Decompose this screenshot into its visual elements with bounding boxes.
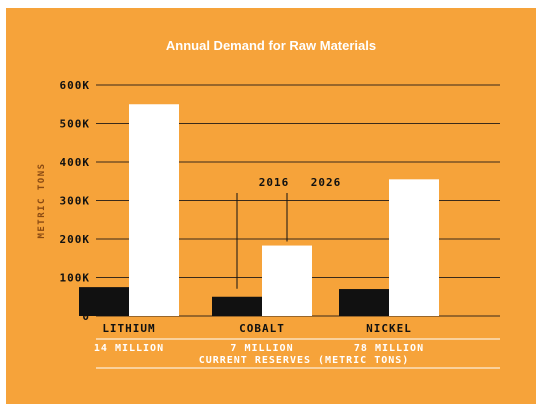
- chart-title: Annual Demand for Raw Materials: [166, 38, 376, 53]
- y-tick-label: 600K: [60, 79, 91, 92]
- series-label-2026: 2026: [311, 176, 342, 189]
- bar-lithium-2026: [129, 104, 179, 316]
- y-tick-label: 300K: [60, 195, 91, 208]
- series-annotations: 2016 2026: [236, 176, 342, 289]
- y-tick-label: 100K: [60, 272, 91, 285]
- bar-cobalt-2016: [212, 296, 262, 316]
- y-tick-label: 200K: [60, 233, 91, 246]
- y-tick-label: 400K: [60, 156, 91, 169]
- bars: [79, 104, 439, 316]
- bar-lithium-2016: [79, 287, 129, 316]
- reserve-label: 14 MILLION: [94, 343, 164, 354]
- series-label-2016: 2016: [259, 176, 290, 189]
- category-label: COBALT: [239, 322, 285, 335]
- reserves-axis-title: CURRENT RESERVES (METRIC TONS): [199, 355, 410, 366]
- bar-nickel-2016: [339, 289, 389, 316]
- reserve-label: 7 MILLION: [230, 343, 293, 354]
- y-axis-label: METRIC TONS: [37, 162, 47, 238]
- reserve-labels: 14 MILLION 7 MILLION 78 MILLION: [94, 343, 424, 354]
- chart-panel: Annual Demand for Raw Materials 0 100K 200…: [6, 8, 536, 404]
- y-tick-labels: 0 100K 200K 300K 400K 500K 600K: [60, 79, 91, 323]
- bar-chart: Annual Demand for Raw Materials 0 100K 200…: [37, 38, 500, 369]
- y-tick-label: 0: [82, 310, 90, 323]
- bar-nickel-2026: [389, 179, 439, 316]
- bar-cobalt-2026: [262, 245, 312, 316]
- category-label: NICKEL: [366, 322, 412, 335]
- category-label: LITHIUM: [102, 322, 155, 335]
- y-tick-label: 500K: [60, 118, 91, 131]
- reserve-label: 78 MILLION: [354, 343, 424, 354]
- category-labels: LITHIUM COBALT NICKEL: [102, 322, 412, 335]
